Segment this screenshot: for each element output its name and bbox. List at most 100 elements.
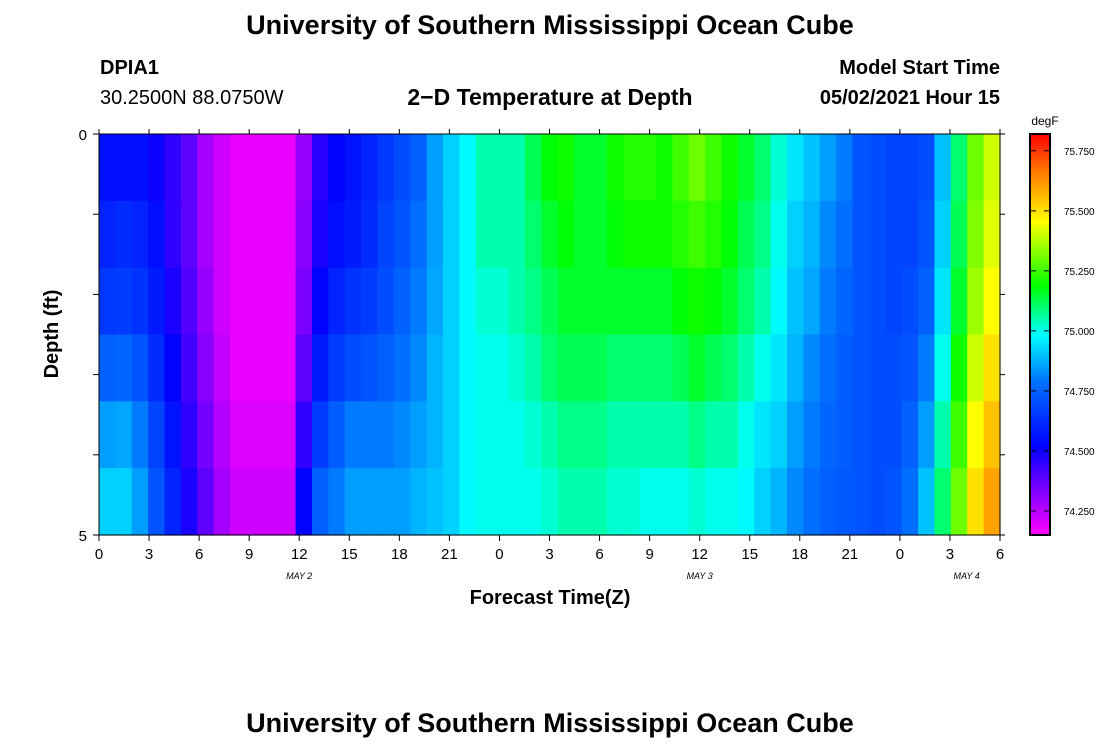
heatmap-cell <box>311 401 329 469</box>
heatmap-cell <box>721 267 739 336</box>
heatmap-cell <box>541 134 559 202</box>
x-tick-label: 3 <box>145 546 153 563</box>
heatmap-cell <box>623 401 641 469</box>
heatmap-cell <box>279 267 297 336</box>
heatmap-cell <box>901 468 919 536</box>
heatmap-cell <box>655 267 673 336</box>
heatmap-cell <box>180 134 198 202</box>
heatmap-cell <box>213 134 231 202</box>
heatmap-cell <box>541 468 559 536</box>
heatmap-cell <box>262 134 280 202</box>
heatmap-cell <box>230 334 248 402</box>
heatmap-cell <box>279 334 297 402</box>
heatmap-cell <box>115 267 133 336</box>
heatmap-cell <box>164 200 182 269</box>
heatmap-cell <box>377 468 395 536</box>
x-tick-label: 18 <box>791 546 808 563</box>
heatmap-cell <box>590 468 608 536</box>
heatmap-cell <box>950 334 968 402</box>
heatmap-cell <box>606 468 624 536</box>
heatmap-cell <box>918 134 936 202</box>
heatmap-cell <box>901 200 919 269</box>
heatmap-cell <box>295 468 313 536</box>
heatmap-cell <box>737 267 755 336</box>
heatmap-cell <box>754 468 772 536</box>
heatmap-cell <box>705 401 723 469</box>
heatmap-cell <box>180 401 198 469</box>
heatmap-cell <box>950 200 968 269</box>
heatmap-cell <box>197 267 215 336</box>
heatmap-cell <box>950 267 968 336</box>
heatmap-cell <box>311 468 329 536</box>
heatmap-cell <box>934 334 952 402</box>
heatmap-cell <box>705 468 723 536</box>
heatmap-cell <box>492 468 510 536</box>
heatmap-cell <box>934 200 952 269</box>
heatmap-cell <box>443 267 460 336</box>
heatmap-cell <box>918 334 936 402</box>
heatmap-cell <box>344 200 362 269</box>
heatmap-cell <box>623 267 641 336</box>
heatmap-cell <box>590 334 608 402</box>
heatmap-cell <box>819 200 837 269</box>
heatmap-cell <box>99 134 116 202</box>
heatmap-cell <box>492 134 510 202</box>
heatmap-cell <box>492 401 510 469</box>
heatmap-cell <box>852 401 870 469</box>
heatmap-cell <box>230 401 248 469</box>
heatmap-cell <box>934 468 952 536</box>
x-tick-label: 12 <box>291 546 308 563</box>
heatmap-cell <box>344 267 362 336</box>
heatmap-cell <box>393 267 411 336</box>
heatmap-cell <box>590 134 608 202</box>
heatmap-cell <box>131 334 149 402</box>
heatmap-cell <box>950 401 968 469</box>
heatmap-cell <box>901 334 919 402</box>
chart-subtitle: 2−D Temperature at Depth <box>407 84 693 110</box>
heatmap-cell <box>426 134 444 202</box>
model-start-value: 05/02/2021 Hour 15 <box>819 87 1000 109</box>
heatmap-cell <box>868 134 886 202</box>
heatmap-cell <box>868 401 886 469</box>
heatmap-cell <box>721 401 739 469</box>
heatmap-cell <box>246 134 264 202</box>
colorbar-tick-label: 75.000 <box>1064 327 1095 338</box>
heatmap-cell <box>557 334 575 402</box>
heatmap-cell <box>606 267 624 336</box>
heatmap-cell <box>819 334 837 402</box>
heatmap-cell <box>279 134 297 202</box>
station-location: 30.2500N 88.0750W <box>100 87 284 109</box>
heatmap-cell <box>655 334 673 402</box>
heatmap-cell <box>410 334 428 402</box>
heatmap-cell <box>737 134 755 202</box>
heatmap-cell <box>754 200 772 269</box>
heatmap-cell <box>344 334 362 402</box>
heatmap-cell <box>868 200 886 269</box>
heatmap-cell <box>672 134 690 202</box>
heatmap-cell <box>180 267 198 336</box>
heatmap-cell <box>590 267 608 336</box>
date-label: MAY 3 <box>687 571 713 581</box>
heatmap-cell <box>770 334 788 402</box>
x-tick-label: 21 <box>841 546 858 563</box>
heatmap-cell <box>754 267 772 336</box>
heatmap-cell <box>393 401 411 469</box>
heatmap-cell <box>852 134 870 202</box>
heatmap-cell <box>295 334 313 402</box>
heatmap-cell <box>852 200 870 269</box>
heatmap-cell <box>721 134 739 202</box>
heatmap-cell <box>737 200 755 269</box>
heatmap-cell <box>639 401 657 469</box>
heatmap-cell <box>344 134 362 202</box>
heatmap-cell <box>279 401 297 469</box>
heatmap-cell <box>688 468 706 536</box>
heatmap-cell <box>377 134 395 202</box>
heatmap-cell <box>754 134 772 202</box>
heatmap-cell <box>410 401 428 469</box>
heatmap-cell <box>639 267 657 336</box>
heatmap-cell <box>131 468 149 536</box>
heatmap-cell <box>737 401 755 469</box>
heatmap-cell <box>197 134 215 202</box>
heatmap-cell <box>688 134 706 202</box>
heatmap-cell <box>770 267 788 336</box>
